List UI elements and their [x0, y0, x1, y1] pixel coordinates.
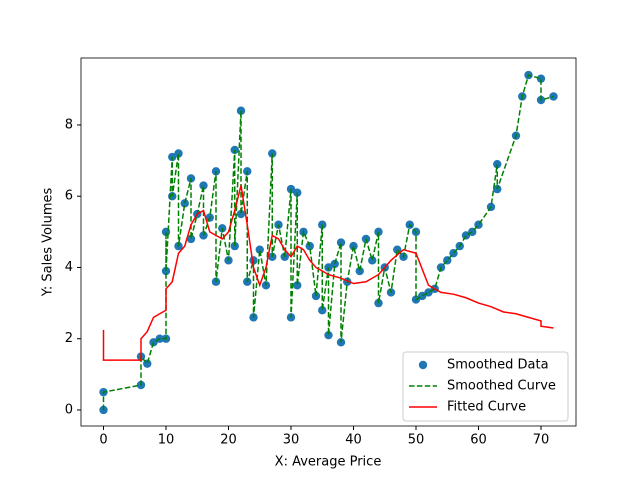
scatter-point: [536, 74, 546, 83]
y-axis-label: Y: Sales Volumes: [41, 187, 56, 297]
scatter-point: [236, 209, 246, 219]
scatter-point: [349, 241, 358, 251]
y-tick-label: 4: [65, 260, 73, 275]
legend-marker: [418, 360, 428, 370]
y-tick-label: 2: [65, 331, 73, 346]
x-tick-label: 60: [470, 433, 487, 448]
x-tick-label: 70: [533, 433, 550, 448]
scatter-point: [174, 149, 183, 158]
line: [102, 74, 554, 410]
legend-box: [402, 351, 569, 422]
legend-label: Smoothed Curve: [447, 379, 556, 394]
y-tick-label: 6: [65, 189, 73, 204]
scatter-point: [330, 259, 339, 269]
scatter-point: [424, 288, 433, 297]
scatter-point: [293, 281, 302, 290]
x-tick-label: 10: [158, 433, 175, 448]
line: [102, 185, 554, 361]
scatter-point: [318, 306, 327, 315]
x-tick-label: 50: [408, 433, 425, 448]
x-axis-label: X: Average Price: [275, 455, 382, 470]
scatter-point: [255, 245, 264, 254]
legend-label: Fitted Curve: [447, 400, 526, 415]
scatter-point: [236, 106, 246, 115]
x-tick-label: 30: [283, 433, 300, 448]
legend-label: Smoothed Data: [447, 358, 549, 373]
y-tick-label: 8: [65, 117, 73, 132]
scatter-point: [368, 256, 377, 265]
scatter-point: [149, 338, 158, 347]
x-tick-label: 40: [345, 433, 362, 448]
axes-frame: [80, 57, 577, 427]
scatter-point: [336, 238, 346, 247]
scatter-point: [461, 231, 471, 240]
scatter-point: [186, 234, 196, 244]
scatter-point: [355, 266, 364, 276]
x-tick-label: 20: [220, 433, 237, 448]
x-tick-label: 0: [99, 433, 107, 448]
scatter-point: [199, 181, 208, 190]
y-tick-label: 0: [65, 402, 73, 417]
scatter-point: [180, 199, 189, 208]
scatter-point: [418, 291, 427, 301]
scatter-point: [324, 330, 333, 340]
scatter-point: [161, 266, 171, 276]
